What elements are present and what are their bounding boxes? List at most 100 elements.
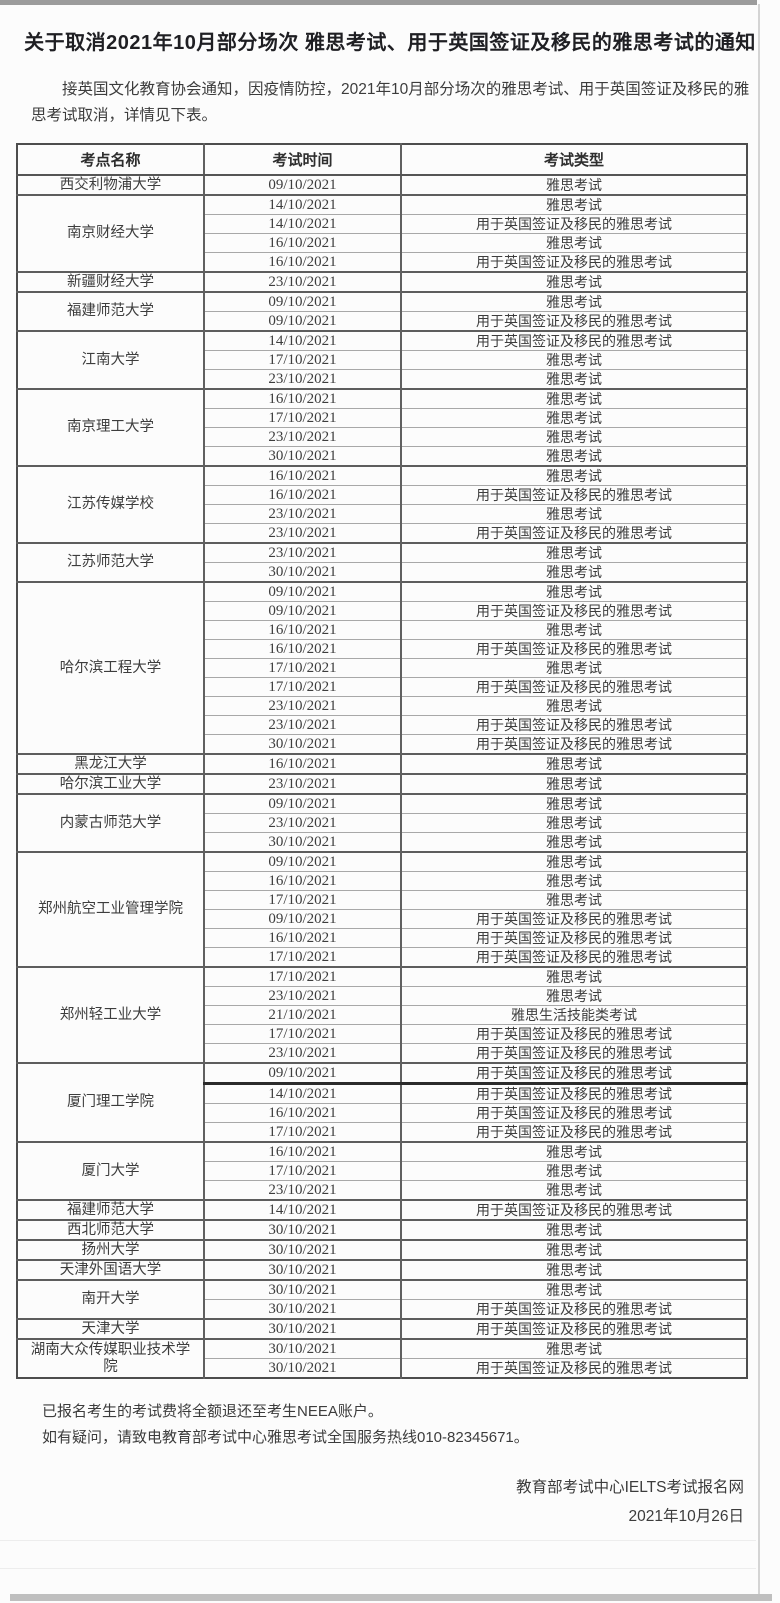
exam-type-cell: 雅思考试 (400, 465, 747, 486)
exam-date-cell: 17/10/2021 (203, 408, 401, 428)
exam-date-cell: 21/10/2021 (203, 1005, 401, 1025)
exam-type-cell: 雅思考试 (400, 851, 747, 872)
exam-date-cell: 16/10/2021 (203, 639, 401, 659)
exam-date-cell: 16/10/2021 (203, 928, 401, 948)
exam-date-cell: 17/10/2021 (203, 966, 401, 987)
exam-type-cell: 雅思生活技能类考试 (400, 1005, 747, 1025)
test-center-cell: 南京财经大学 (17, 194, 204, 272)
exam-type-cell: 用于英国签证及移民的雅思考试 (400, 1043, 747, 1063)
table-row: 西交利物浦大学 09/10/2021 雅思考试 (17, 174, 747, 195)
table-row: 扬州大学 30/10/2021 雅思考试 (17, 1239, 747, 1260)
exam-date-cell: 17/10/2021 (203, 1161, 401, 1181)
table-row: 郑州航空工业管理学院 09/10/2021 雅思考试 (17, 851, 747, 967)
exam-date-cell: 30/10/2021 (203, 832, 401, 852)
exam-date-cell: 30/10/2021 (203, 1299, 401, 1319)
scan-top-band (0, 0, 757, 5)
exam-type-cell: 用于英国签证及移民的雅思考试 (400, 734, 747, 754)
table-row: 16/10/2021 雅思考试 (17, 871, 747, 891)
exam-type-cell: 用于英国签证及移民的雅思考试 (400, 252, 747, 272)
table-row: 南开大学 30/10/2021 雅思考试 (17, 1279, 747, 1319)
exam-type-cell: 用于英国签证及移民的雅思考试 (400, 928, 747, 948)
exam-date-cell: 23/10/2021 (203, 542, 401, 563)
table-row: 17/10/2021 用于英国签证及移民的雅思考试 (17, 947, 747, 967)
table-row: 厦门理工学院 09/10/2021 用于英国签证及移民的雅思考试 (17, 1062, 747, 1142)
table-row: 天津外国语大学 30/10/2021 雅思考试 (17, 1259, 747, 1280)
table-row: 09/10/2021 用于英国签证及移民的雅思考试 (17, 311, 747, 331)
exam-date-cell: 23/10/2021 (203, 696, 401, 716)
table-row: 09/10/2021 用于英国签证及移民的雅思考试 (17, 601, 747, 621)
exam-date-cell: 16/10/2021 (203, 871, 401, 891)
exam-date-cell: 09/10/2021 (203, 311, 401, 331)
header-exam-date: 考试时间 (203, 144, 401, 176)
exam-type-cell: 用于英国签证及移民的雅思考试 (400, 601, 747, 621)
header-test-center: 考点名称 (17, 144, 204, 176)
exam-date-cell: 16/10/2021 (203, 753, 401, 774)
exam-date-cell: 23/10/2021 (203, 1043, 401, 1063)
test-center-cell: 西交利物浦大学 (17, 174, 204, 195)
exam-date-cell: 09/10/2021 (203, 851, 401, 872)
exam-type-cell: 用于英国签证及移民的雅思考试 (400, 677, 747, 697)
table-row: 21/10/2021 雅思生活技能类考试 (17, 1005, 747, 1025)
exam-date-cell: 16/10/2021 (203, 1141, 401, 1162)
exam-date-cell: 16/10/2021 (203, 252, 401, 272)
exam-date-cell: 17/10/2021 (203, 947, 401, 967)
test-center-cell: 湖南大众传媒职业技术学院 (17, 1338, 204, 1378)
exam-date-cell: 30/10/2021 (203, 1338, 401, 1359)
scan-bottom-band (10, 1594, 772, 1601)
table-row: 16/10/2021 雅思考试 (17, 620, 747, 640)
exam-date-cell: 14/10/2021 (203, 1199, 401, 1220)
exam-type-cell: 雅思考试 (400, 233, 747, 253)
table-row: 17/10/2021 雅思考试 (17, 1161, 747, 1181)
table-row: 天津大学 30/10/2021 用于英国签证及移民的雅思考试 (17, 1318, 747, 1339)
exam-type-cell: 用于英国签证及移民的雅思考试 (400, 1024, 747, 1044)
exam-date-cell: 23/10/2021 (203, 813, 401, 833)
exam-date-cell: 09/10/2021 (203, 601, 401, 621)
exam-date-cell: 16/10/2021 (203, 233, 401, 253)
page-title: 关于取消2021年10月部分场次 雅思考试、用于英国签证及移民的雅思考试的通知 (24, 32, 756, 54)
table-row: 16/10/2021 用于英国签证及移民的雅思考试 (17, 485, 747, 505)
exam-type-cell: 雅思考试 (400, 832, 747, 852)
exam-type-cell: 用于英国签证及移民的雅思考试 (400, 715, 747, 735)
test-center-cell: 南京理工大学 (17, 388, 204, 466)
test-center-cell: 江苏传媒学校 (17, 465, 204, 543)
exam-date-cell: 17/10/2021 (203, 890, 401, 910)
exam-type-cell: 雅思考试 (400, 1180, 747, 1200)
exam-date-cell: 23/10/2021 (203, 986, 401, 1006)
table-row: 30/10/2021 雅思考试 (17, 832, 747, 852)
test-center-cell: 福建师范大学 (17, 1199, 204, 1220)
exam-type-cell: 用于英国签证及移民的雅思考试 (400, 485, 747, 505)
table-row: 23/10/2021 用于英国签证及移民的雅思考试 (17, 715, 747, 735)
test-center-cell: 福建师范大学 (17, 291, 204, 331)
exam-date-cell: 23/10/2021 (203, 715, 401, 735)
test-center-cell: 新疆财经大学 (17, 271, 204, 292)
exam-type-cell: 雅思考试 (400, 696, 747, 716)
hotline-note: 如有疑问，请致电教育部考试中心雅思考试全国服务热线010-82345671。 (42, 1429, 529, 1446)
table-row: 14/10/2021 用于英国签证及移民的雅思考试 (17, 1083, 747, 1104)
test-center-cell: 江南大学 (17, 330, 204, 389)
exam-type-cell: 雅思考试 (400, 271, 747, 292)
exam-type-cell: 雅思考试 (400, 1141, 747, 1162)
table-row: 23/10/2021 用于英国签证及移民的雅思考试 (17, 1043, 747, 1063)
exam-type-cell: 用于英国签证及移民的雅思考试 (400, 1062, 747, 1085)
table-row: 23/10/2021 雅思考试 (17, 427, 747, 447)
exam-date-cell: 16/10/2021 (203, 1103, 401, 1123)
exam-date-cell: 30/10/2021 (203, 734, 401, 754)
test-center-cell: 黑龙江大学 (17, 753, 204, 774)
exam-type-cell: 雅思考试 (400, 1259, 747, 1280)
table-row: 17/10/2021 雅思考试 (17, 658, 747, 678)
exam-date-cell: 30/10/2021 (203, 1279, 401, 1300)
exam-type-cell: 雅思考试 (400, 813, 747, 833)
exam-date-cell: 30/10/2021 (203, 1239, 401, 1260)
table-row: 23/10/2021 雅思考试 (17, 696, 747, 716)
exam-type-cell: 用于英国签证及移民的雅思考试 (400, 523, 747, 543)
exam-date-cell: 14/10/2021 (203, 214, 401, 234)
table-row: 17/10/2021 雅思考试 (17, 350, 747, 370)
test-center-cell: 哈尔滨工程大学 (17, 581, 204, 754)
exam-date-cell: 23/10/2021 (203, 427, 401, 447)
exam-date-cell: 23/10/2021 (203, 773, 401, 794)
table-row: 内蒙古师范大学 09/10/2021 雅思考试 (17, 793, 747, 852)
table-row: 新疆财经大学 23/10/2021 雅思考试 (17, 271, 747, 292)
table-row: 23/10/2021 雅思考试 (17, 369, 747, 389)
table-row: 17/10/2021 雅思考试 (17, 890, 747, 910)
signature-block: 教育部考试中心IELTS考试报名网 2021年10月26日 (0, 1473, 744, 1531)
